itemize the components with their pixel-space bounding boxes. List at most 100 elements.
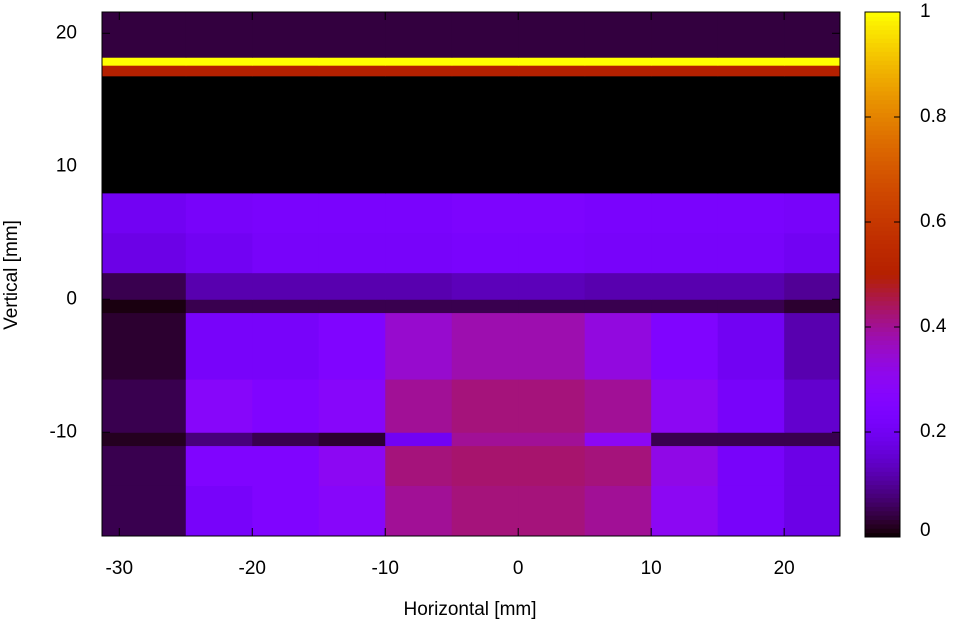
heat-cell xyxy=(451,485,519,537)
colorbar-segment xyxy=(865,217,900,223)
colorbar-segment xyxy=(865,340,900,345)
colorbar-segment xyxy=(865,208,900,214)
colorbar-segment xyxy=(865,436,900,442)
colorbar-segment xyxy=(865,147,900,153)
colorbar-segment xyxy=(865,383,900,389)
heat-cell xyxy=(451,75,519,194)
heat-cell xyxy=(318,12,386,58)
y-tick-label: 10 xyxy=(56,155,77,176)
colorbar-segment xyxy=(865,331,900,337)
colorbar-segment xyxy=(865,73,900,79)
heat-cell xyxy=(252,312,320,380)
heat-cell xyxy=(651,65,719,77)
heat-cell xyxy=(252,75,320,194)
heat-cell xyxy=(584,379,652,433)
heat-cell xyxy=(584,75,652,194)
heat-cell xyxy=(318,65,386,77)
heat-cell xyxy=(318,312,386,380)
colorbar-segment xyxy=(865,379,900,385)
heat-cell xyxy=(784,312,841,380)
colorbar-segment xyxy=(865,300,900,306)
heat-cell xyxy=(318,299,386,314)
colorbar-segment xyxy=(865,375,900,380)
colorbar-segment xyxy=(865,344,900,350)
x-tick-label: 10 xyxy=(641,558,662,579)
heat-cell xyxy=(252,299,320,314)
heat-cell xyxy=(717,75,785,194)
heat-cell xyxy=(651,232,719,274)
heat-cell xyxy=(518,485,586,537)
heat-cell xyxy=(102,12,187,58)
heat-cell xyxy=(584,272,652,300)
colorbar-segment xyxy=(865,252,900,258)
colorbar-segment xyxy=(865,270,900,275)
colorbar-segment xyxy=(865,173,900,179)
heat-cell xyxy=(451,192,519,234)
colorbar-segment xyxy=(865,283,900,289)
heat-cell xyxy=(651,272,719,300)
heat-cell xyxy=(518,57,586,66)
heat-cell xyxy=(451,299,519,314)
heat-cell xyxy=(385,12,453,58)
heat-cell xyxy=(518,445,586,486)
heat-cell xyxy=(102,75,187,194)
colorbar-segment xyxy=(865,528,900,534)
colorbar-segment xyxy=(865,475,900,481)
heat-cell xyxy=(318,379,386,433)
colorbar-segment xyxy=(865,502,900,507)
heat-cell xyxy=(252,379,320,433)
heat-cell xyxy=(518,432,586,447)
heat-cell xyxy=(651,75,719,194)
colorbar-segment xyxy=(865,191,900,197)
colorbar-segment xyxy=(865,117,900,122)
colorbar-segment xyxy=(865,480,900,485)
colorbar-segment xyxy=(865,121,900,127)
heat-cell xyxy=(102,379,187,433)
heat-cell xyxy=(385,232,453,274)
heat-cell xyxy=(102,299,187,314)
colorbar-segment xyxy=(865,484,900,490)
colorbar-segment xyxy=(865,318,900,324)
heat-cell xyxy=(318,232,386,274)
heat-cell xyxy=(102,485,187,537)
colorbar-segment xyxy=(865,90,900,96)
colorbar-segment xyxy=(865,60,900,65)
heat-cell xyxy=(252,65,320,77)
colorbar-segment xyxy=(865,55,900,61)
colorbar-tick-label: 1 xyxy=(920,1,931,22)
heat-cell xyxy=(318,192,386,234)
heat-cell xyxy=(584,445,652,486)
colorbar-segment xyxy=(865,397,900,402)
heat-cell xyxy=(717,192,785,234)
colorbar-segment xyxy=(865,138,900,144)
colorbar-segment xyxy=(865,29,900,35)
heat-cell xyxy=(318,432,386,447)
colorbar-segment xyxy=(865,327,900,332)
heat-cell xyxy=(102,57,187,66)
colorbar-segment xyxy=(865,12,900,17)
heat-cell xyxy=(318,75,386,194)
colorbar-segment xyxy=(865,95,900,100)
heat-cell xyxy=(252,57,320,66)
colorbar-segment xyxy=(865,265,900,271)
colorbar-segment xyxy=(865,204,900,210)
colorbar-segment xyxy=(865,38,900,44)
heat-cell xyxy=(717,432,785,447)
colorbar-segment xyxy=(865,169,900,175)
y-tick-label: 0 xyxy=(66,288,77,309)
heat-cell xyxy=(717,445,785,486)
colorbar-segment xyxy=(865,195,900,201)
heat-cell xyxy=(717,379,785,433)
heat-cell xyxy=(451,445,519,486)
heat-cell xyxy=(651,445,719,486)
colorbar-segment xyxy=(865,20,900,26)
colorbar-segment xyxy=(865,462,900,468)
heat-cell xyxy=(584,299,652,314)
colorbar-segment xyxy=(865,405,900,411)
colorbar-segment xyxy=(865,523,900,529)
colorbar-segment xyxy=(865,178,900,184)
heat-cell xyxy=(717,57,785,66)
heat-cell xyxy=(651,12,719,58)
heat-cell xyxy=(584,432,652,447)
